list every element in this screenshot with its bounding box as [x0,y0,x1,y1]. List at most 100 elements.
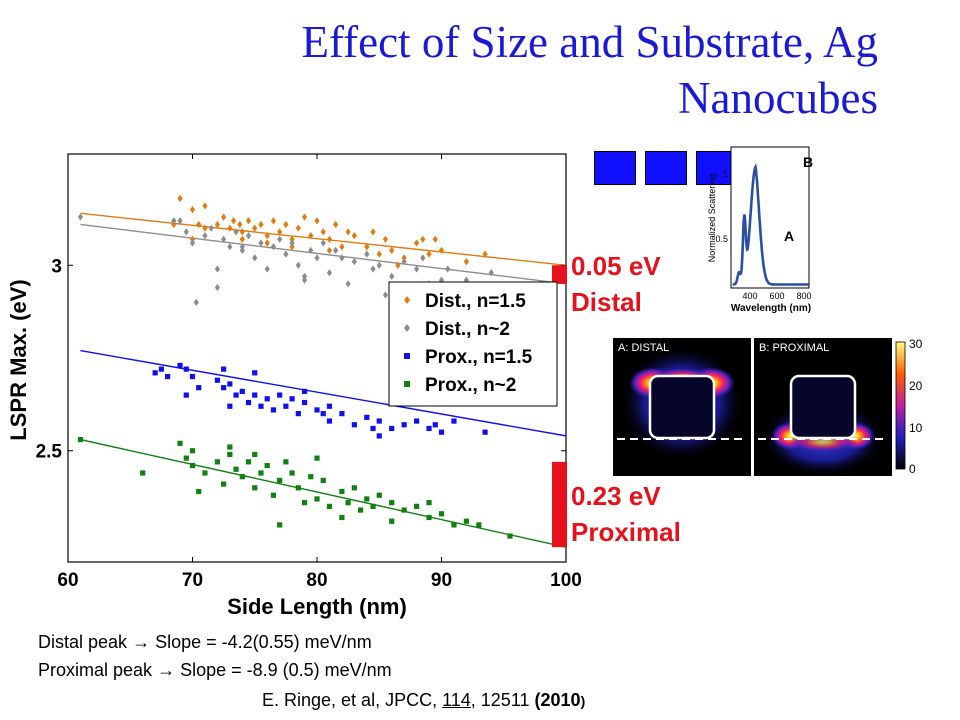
colorbar: 30 20 10 0 [895,338,923,476]
x-tick-label: 80 [306,570,327,591]
data-point-s2-18 [283,403,289,409]
data-point-s3-29 [357,507,364,513]
data-point-s1-5 [202,232,208,240]
slide-title: Effect of Size and Substrate, Ag Nanocub… [301,17,878,123]
data-point-s3-48 [252,451,258,458]
data-point-s0-46 [432,235,438,243]
colorbar-tick-10: 10 [909,421,923,435]
data-point-s2-6 [196,385,202,391]
data-point-s1-46 [382,291,389,299]
data-point-s2-33 [426,425,432,432]
data-point-s0-5 [214,220,220,229]
data-point-s1-4 [193,298,199,306]
data-point-s1-36 [420,254,426,262]
data-point-s2-8 [221,385,227,391]
data-point-s2-29 [376,418,382,424]
data-point-s2-15 [264,396,270,402]
proximal-shift-name: Proximal [571,517,681,547]
data-point-s2-23 [320,411,326,417]
data-point-s1-19 [289,239,295,247]
data-point-s1-34 [401,257,407,266]
data-point-s1-8 [221,235,227,243]
data-point-s0-40 [482,250,488,258]
data-point-s0-18 [289,235,295,243]
data-point-s0-11 [245,217,252,225]
data-point-s2-19 [289,396,295,402]
data-point-s2-0 [152,370,158,376]
data-point-s2-14 [258,403,264,409]
data-point-s1-1 [177,217,183,225]
legend-entry-1: Dist., n~2 [425,319,510,340]
data-point-s2-39 [227,403,233,409]
x-tick-label: 60 [57,570,78,591]
data-point-s2-32 [414,418,420,424]
data-point-s0-9 [237,220,243,229]
fit-line-1 [80,223,566,285]
slope-notes: Distal peak → Slope = -4.2(0.55) meV/nm … [38,628,392,684]
data-point-s3-26 [339,488,345,495]
data-point-s2-2 [165,373,171,380]
data-point-s2-35 [438,429,445,435]
data-point-s0-38 [438,246,445,255]
data-point-s0-24 [326,235,333,243]
data-point-s1-3 [189,239,196,247]
data-point-s3-20 [295,485,301,491]
data-point-s0-0 [171,220,177,229]
legend-marker-3 [404,381,410,387]
citation-volume: 114 [442,690,471,710]
data-point-s3-39 [463,518,469,524]
data-point-s2-41 [252,370,258,376]
data-point-s0-12 [252,224,258,232]
data-point-s2-4 [183,366,189,372]
proximal-slope-note: Proximal peak → Slope = -8.9 (0.5) meV/n… [38,656,392,684]
data-point-s0-27 [345,228,351,236]
spectrum-ytick-05: 0.5 [715,234,728,244]
data-point-s1-45 [214,265,220,273]
data-point-s0-44 [326,246,333,255]
proximal-shift-label: 0.23 eV Proximal [571,478,681,550]
near-field-maps: A: DISTAL B: PROXIMAL 30 20 10 0 [613,338,923,476]
data-point-s2-16 [270,407,277,413]
panel-a-label: A: DISTAL [618,342,669,354]
data-point-s3-46 [314,455,320,461]
data-point-s1-41 [463,276,469,284]
data-point-s0-16 [277,228,283,236]
citation-authors: E. Ringe, et al, JPCC, [262,690,443,710]
spectrum-y-title: Normalized Scattering [707,174,717,263]
data-point-s1-29 [351,257,357,266]
data-point-s3-0 [77,437,84,443]
data-point-s0-30 [370,228,376,236]
data-point-s0-33 [389,246,395,255]
data-point-s2-24 [326,418,333,424]
arrow-icon: → [132,632,151,652]
data-point-s3-17 [277,477,283,483]
data-point-s0-37 [426,250,432,258]
data-point-s1-22 [308,246,314,255]
data-point-s3-28 [351,485,357,491]
proximal-field-panel: B: PROXIMAL [754,338,892,476]
x-tick-label: 90 [431,570,452,591]
fit-line-2 [80,349,566,437]
distal-shift-label: 0.05 eV Distal [571,248,661,320]
data-point-s2-10 [233,392,239,398]
data-point-s0-7 [227,224,233,232]
panel-b-label: B: PROXIMAL [759,342,829,354]
data-point-s3-19 [289,470,295,476]
legend-entry-2: Prox., n=1.5 [425,347,533,368]
data-point-s1-12 [245,232,252,240]
y-tick-label: 3 [51,256,62,277]
legend-marker-0 [404,296,410,304]
data-point-s3-37 [438,511,445,517]
data-point-s3-35 [414,503,420,509]
data-point-s0-17 [283,220,289,229]
chart-legend: Dist., n=1.5 Dist., n~2 Prox., n=1.5 Prox.,… [388,281,558,407]
shift-bar-0 [552,265,567,284]
data-point-s3-38 [451,522,457,528]
proximal-note-prefix: Proximal peak [38,660,153,680]
data-point-s1-44 [171,217,177,225]
legend-entry-0: Dist., n=1.5 [425,291,526,312]
data-point-s2-30 [389,425,395,432]
data-point-s0-25 [333,220,339,229]
distal-shift-value: 0.05 eV [571,251,661,281]
data-point-s2-40 [183,392,189,398]
